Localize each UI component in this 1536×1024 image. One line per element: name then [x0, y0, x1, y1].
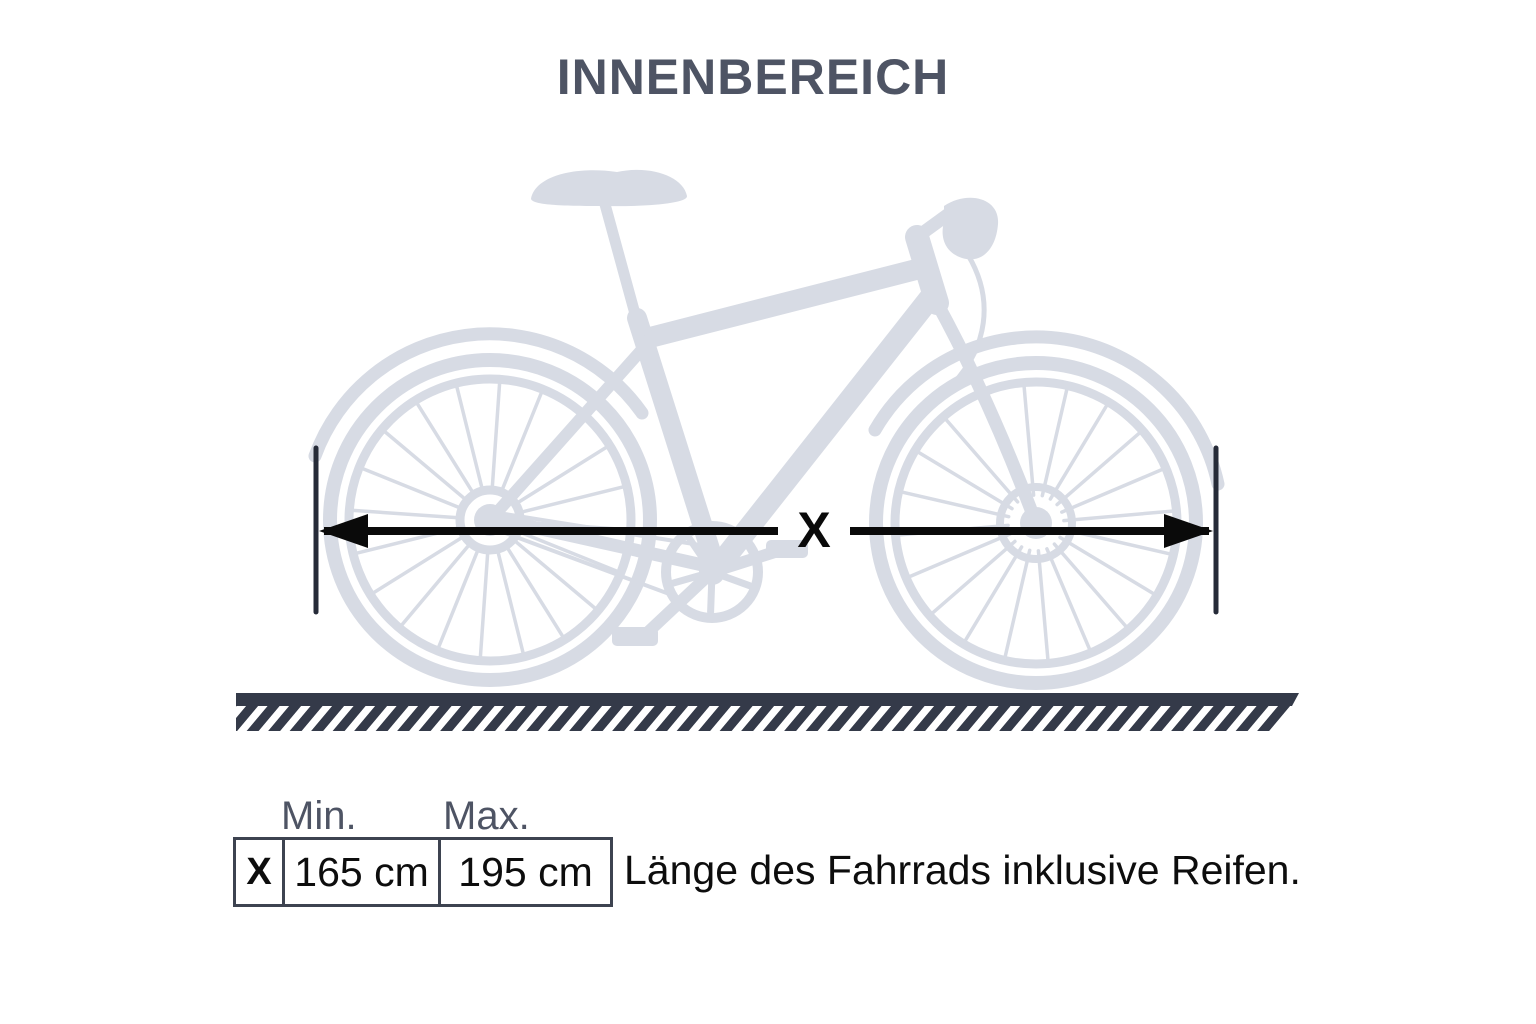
dimension-table: X 165 cm 195 cm — [233, 837, 613, 907]
seat-post — [597, 191, 646, 338]
dimension-cell: X — [233, 837, 285, 907]
left-pedal — [612, 627, 658, 646]
max-value-cell: 195 cm — [438, 837, 613, 907]
left-arrowhead — [319, 514, 368, 548]
right-pedal — [766, 540, 808, 558]
dimension-caption: Länge des Fahrrads inklusive Reifen. — [624, 847, 1301, 893]
measurement-x-label: X — [797, 501, 831, 558]
measurement-arrow — [313, 445, 1219, 615]
front-fork — [930, 296, 1043, 530]
table-header-min: Min. — [281, 794, 357, 838]
table-row: X 165 cm 195 cm — [233, 837, 613, 907]
right-arrowhead — [1164, 514, 1213, 548]
page-title: INNENBEREICH — [556, 49, 950, 105]
ground-hatch — [236, 693, 1299, 731]
rear-wheel — [323, 353, 657, 687]
front-fender — [868, 330, 1225, 491]
front-disc-rotor — [996, 483, 1076, 563]
min-value-cell: 165 cm — [282, 837, 441, 907]
saddle — [531, 169, 688, 207]
table-header-max: Max. — [443, 794, 530, 838]
brake-cable — [949, 252, 987, 388]
rear-fender — [308, 327, 649, 463]
handlebar — [942, 197, 999, 260]
bike-illustration — [308, 169, 1225, 690]
